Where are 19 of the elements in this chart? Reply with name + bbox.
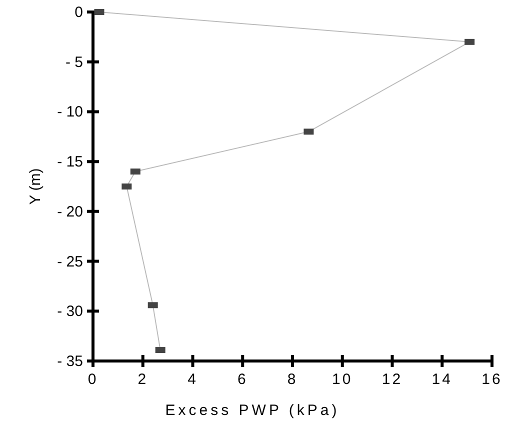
y-tick-label: - 25 [57, 253, 83, 270]
y-tick-label: - 15 [57, 154, 83, 171]
x-tick-label: 2 [138, 371, 148, 388]
x-axis-title: Excess PWP (kPa) [165, 402, 340, 419]
y-tick-label: - 35 [57, 353, 83, 370]
x-tick-label: 10 [332, 371, 353, 388]
x-tick-label: 4 [188, 371, 198, 388]
x-tick-label: 6 [237, 371, 248, 388]
y-tick-label: - 30 [57, 303, 83, 320]
x-tick-label: 0 [88, 371, 98, 388]
y-tick-label: - 5 [65, 54, 83, 71]
x-tick-label: 12 [382, 371, 403, 388]
x-tick-label: 16 [482, 371, 502, 388]
y-tick-label: - 20 [57, 203, 83, 220]
x-tick-label: 8 [287, 371, 298, 388]
y-tick-label: 0 [74, 4, 83, 21]
y-tick-label: - 10 [57, 104, 83, 121]
y-axis-title: Y (m) [27, 168, 44, 205]
x-tick-label: 14 [432, 371, 452, 388]
